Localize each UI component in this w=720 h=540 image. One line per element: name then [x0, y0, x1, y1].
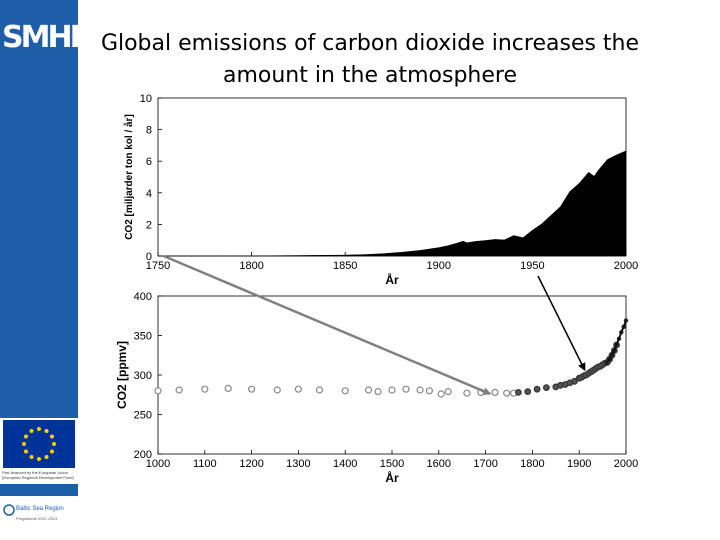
bottom-y-tick-label: 300 — [134, 370, 152, 382]
bottom-x-tick-label: 1000 — [146, 458, 170, 470]
top-y-tick-label: 10 — [140, 93, 152, 105]
concentration-chart: 1000 1100 1200 1300 1400 1500 1600 1700 1800 1900… — [115, 291, 638, 485]
bottom-y-tick-label: 250 — [134, 410, 152, 422]
gray-arrow — [163, 254, 492, 396]
co2-point — [315, 386, 324, 394]
co2-point — [416, 386, 424, 394]
baltic-sea-region-logo: Baltic Sea Region Programme 2007-2013 — [0, 496, 78, 540]
co2-point — [515, 389, 522, 396]
eu-caption: Part-financed by the European Union (Eur… — [2, 470, 74, 480]
bottom-x-tick-label: 1600 — [427, 458, 451, 470]
co2-measured-line — [605, 320, 627, 364]
co2-point — [491, 388, 499, 396]
top-x-tick-label: 1850 — [333, 260, 357, 272]
co2-point — [524, 388, 532, 396]
bottom-y-tick-label: 200 — [134, 449, 152, 461]
eu-star-icon — [24, 449, 29, 454]
co2-point — [201, 385, 209, 393]
co2-point — [463, 389, 471, 397]
co2-point — [365, 386, 373, 394]
co2-point — [571, 377, 578, 385]
top-x-tick-label: 1750 — [146, 260, 170, 272]
top-y-tick-label: 2 — [146, 219, 152, 231]
co2-point — [374, 388, 382, 396]
top-y-tick-label: 6 — [146, 156, 152, 168]
bottom-x-tick-label: 1300 — [286, 458, 310, 470]
eu-star-icon — [29, 454, 34, 459]
co2-point — [273, 386, 281, 394]
eu-star-icon — [29, 429, 34, 434]
co2-point — [248, 385, 256, 393]
title-line-1: Global emissions of carbon dioxide incre… — [100, 31, 640, 56]
top-x-tick-label: 2000 — [614, 260, 638, 272]
bottom-y-axis-label: CO2 [ppmv] — [115, 341, 129, 409]
black-arrow — [537, 275, 586, 372]
eu-star-icon — [37, 427, 41, 431]
eu-flag-icon — [3, 420, 75, 468]
co2-point — [425, 387, 433, 395]
top-x-tick-label: 1950 — [520, 260, 544, 272]
page-title: Global emissions of carbon dioxide incre… — [90, 28, 650, 92]
top-y-axis-label: CO2 [miljarder ton kol / år] — [123, 114, 135, 240]
bottom-x-tick-label: 2000 — [614, 458, 638, 470]
emissions-chart: 1750 1800 1850 1900 1950 2000 0 2 4 6 8 10 År CO2 [mi… — [123, 93, 638, 287]
top-y-tick-label: 0 — [146, 251, 152, 263]
emissions-area — [157, 150, 627, 257]
eu-star-icon — [49, 449, 54, 454]
eu-logo: Part-financed by the European Union (Eur… — [0, 418, 78, 484]
bottom-x-tick-label: 1400 — [333, 458, 357, 470]
bsr-name: Baltic Sea Region — [16, 506, 64, 512]
co2-point — [437, 390, 445, 398]
bottom-x-axis-label: År — [385, 470, 399, 485]
bottom-y-tick-label: 350 — [134, 331, 152, 343]
title-line-2: amount in the atmosphere — [222, 63, 518, 88]
top-x-tick-label: 1800 — [239, 260, 263, 272]
co2-point — [533, 385, 541, 393]
top-y-tick-label: 8 — [146, 125, 152, 137]
bottom-x-tick-label: 1500 — [380, 458, 404, 470]
eu-star-icon — [22, 442, 26, 446]
eu-star-icon — [37, 457, 41, 461]
eu-star-icon — [44, 429, 49, 434]
co2-point — [543, 384, 550, 392]
co2-point — [503, 389, 511, 397]
wave-icon — [3, 504, 15, 516]
top-y-tick-label: 4 — [146, 188, 152, 200]
sidebar: SMHI Part-financed by the European Union… — [0, 0, 81, 540]
eu-star-icon — [52, 442, 56, 446]
bsr-sub: Programme 2007-2013 — [16, 516, 58, 521]
co2-point — [402, 385, 410, 393]
top-x-tick-label: 1900 — [427, 260, 451, 272]
bottom-y-tick-label: 400 — [134, 291, 152, 303]
eu-star-icon — [44, 454, 49, 459]
co2-point — [388, 386, 396, 394]
bottom-x-tick-label: 1900 — [567, 458, 591, 470]
eu-star-icon — [49, 434, 54, 439]
smhi-logo: SMHI — [2, 20, 81, 55]
co2-point — [294, 385, 302, 393]
co2-point — [175, 386, 183, 394]
top-x-axis-label: År — [385, 272, 399, 287]
eu-star-icon — [24, 434, 29, 439]
bottom-x-tick-label: 1100 — [193, 458, 217, 470]
co2-point — [341, 387, 349, 395]
arrows — [163, 254, 586, 396]
co2-point — [444, 388, 452, 396]
bottom-x-tick-label: 1700 — [473, 458, 497, 470]
co2-point — [224, 384, 232, 392]
bottom-x-tick-label: 1800 — [520, 458, 544, 470]
bottom-x-tick-label: 1200 — [239, 458, 263, 470]
co2-point — [154, 387, 162, 395]
bottom-plot-area — [157, 295, 627, 455]
